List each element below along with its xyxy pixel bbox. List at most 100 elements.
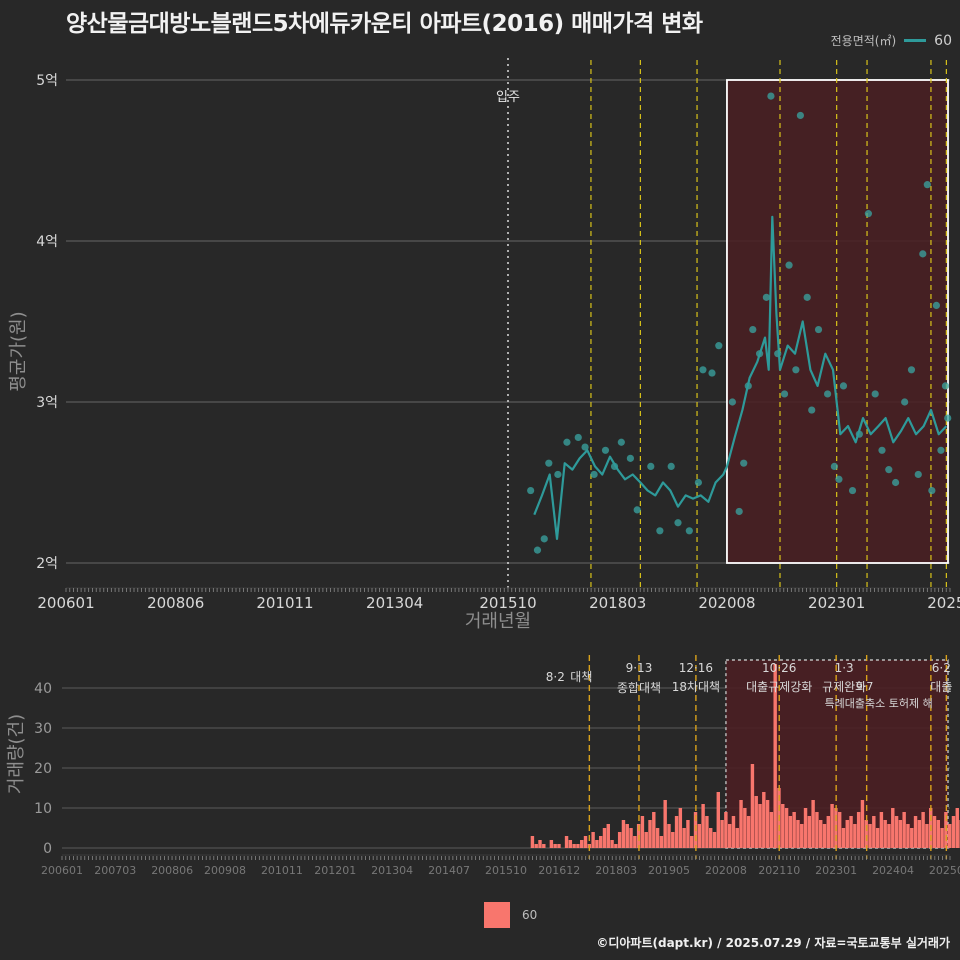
price-point-13: [633, 506, 641, 514]
price-point-7: [581, 443, 589, 451]
price-point-55: [928, 486, 936, 495]
volume-bar-31: [648, 820, 652, 848]
price-point-33: [785, 261, 793, 269]
volume-x-tick-label-13: 202110: [758, 864, 800, 877]
volume-y-tick-label-3: 30: [34, 721, 52, 737]
price-point-0: [527, 486, 535, 495]
price-point-27: [749, 325, 757, 334]
price-point-43: [848, 486, 857, 495]
volume-x-tick-label-8: 201510: [485, 864, 527, 877]
price-point-19: [694, 478, 703, 487]
volume-bar-92: [879, 812, 884, 848]
legend-top-label: 전용면적(㎡): [830, 34, 897, 48]
legend-bottom: 60: [484, 902, 537, 928]
volume-bar-49: [716, 792, 720, 848]
price-point-20: [699, 366, 707, 374]
price-point-32: [780, 390, 789, 398]
volume-x-tick-label-1: 200703: [94, 864, 136, 877]
legend-line-swatch: [904, 39, 927, 42]
price-point-24: [735, 507, 743, 516]
price-point-47: [878, 446, 886, 454]
volume-bar-71: [800, 824, 804, 848]
volume-bar-69: [792, 812, 796, 848]
volume-bar-108: [940, 828, 944, 848]
volume-bar-3: [542, 844, 546, 848]
volume-bar-54: [735, 828, 739, 848]
price-point-41: [835, 475, 843, 483]
volume-bar-9: [564, 836, 569, 848]
price-point-2: [540, 535, 548, 543]
volume-bar-20: [606, 824, 610, 848]
policy-date-5: 9·7: [856, 680, 874, 693]
policy-date-7: 6·2: [932, 661, 951, 675]
volume-bar-13: [580, 840, 584, 848]
volume-bar-32: [652, 812, 656, 848]
volume-bar-112: [955, 808, 959, 848]
volume-bar-104: [925, 824, 929, 848]
volume-bar-79: [830, 804, 834, 848]
volume-bar-33: [655, 828, 660, 848]
policy-label-3: 대출규제강화: [746, 680, 812, 694]
price-point-14: [647, 462, 655, 470]
volume-bar-66: [781, 804, 785, 848]
price-x-tick-label-7: 202301: [808, 594, 865, 612]
policy-label-2: 18차대책: [672, 679, 720, 694]
price-y-axis-title: 평균가(원): [8, 311, 29, 391]
price-point-16: [667, 462, 675, 470]
volume-bar-58: [750, 764, 755, 848]
volume-bar-86: [856, 812, 861, 848]
policy-date-4: 1·3: [835, 661, 854, 675]
price-point-45: [864, 210, 873, 218]
volume-bar-51: [724, 812, 728, 848]
volume-bar-47: [708, 828, 713, 848]
legend-top: 전용면적(㎡) 60: [831, 32, 952, 49]
volume-bar-19: [602, 828, 607, 848]
move-in-label: 입주: [496, 90, 520, 105]
price-point-49: [892, 478, 900, 487]
price-point-52: [914, 470, 922, 479]
volume-y-tick-label-4: 40: [34, 681, 52, 697]
price-point-11: [617, 438, 625, 446]
volume-x-tick-label-6: 201304: [371, 864, 413, 877]
volume-x-tick-label-2: 200806: [151, 864, 193, 877]
volume-bar-100: [910, 828, 914, 848]
price-y-tick-label-1: 3억: [36, 395, 58, 411]
volume-bar-91: [875, 828, 880, 848]
volume-bar-73: [807, 816, 812, 848]
price-point-34: [792, 366, 800, 374]
policy-label-5: 특례대출축소 토허제 해: [825, 696, 933, 710]
legend-bottom-value: 60: [522, 908, 538, 922]
volume-bar-111: [951, 816, 956, 848]
volume-bar-102: [917, 820, 922, 848]
volume-bar-42: [690, 836, 694, 848]
volume-bar-97: [898, 820, 903, 848]
price-point-50: [901, 398, 909, 406]
price-point-8: [590, 470, 598, 479]
volume-x-tick-label-16: 20250: [929, 864, 960, 877]
policy-label-7: 대출: [930, 680, 952, 694]
price-series-line: [533, 215, 948, 540]
volume-x-tick-label-11: 201905: [648, 864, 690, 877]
volume-bar-72: [803, 808, 808, 848]
volume-bar-106: [932, 816, 937, 848]
price-y-tick-label-3: 5억: [36, 73, 58, 89]
volume-bar-93: [883, 820, 887, 848]
price-x-tick-label-5: 201803: [589, 594, 646, 612]
price-point-39: [824, 390, 832, 398]
price-point-17: [674, 519, 682, 527]
volume-x-tick-label-15: 202404: [872, 864, 914, 877]
price-y-tick-label-2: 4억: [36, 234, 58, 250]
volume-bar-68: [788, 816, 793, 848]
volume-bar-90: [872, 816, 876, 848]
credit-text: ©디아파트(dapt.kr) / 2025.07.29 / 자료=국토교통부 실…: [596, 936, 950, 950]
volume-bar-55: [739, 800, 743, 848]
price-point-9: [601, 446, 610, 454]
volume-bar-110: [947, 824, 952, 848]
price-point-46: [871, 390, 879, 398]
policy-date-0: 8·2: [546, 670, 565, 684]
volume-bar-27: [633, 836, 637, 848]
volume-bar-41: [686, 820, 690, 848]
volume-bar-40: [682, 828, 686, 848]
volume-bar-74: [811, 800, 815, 848]
